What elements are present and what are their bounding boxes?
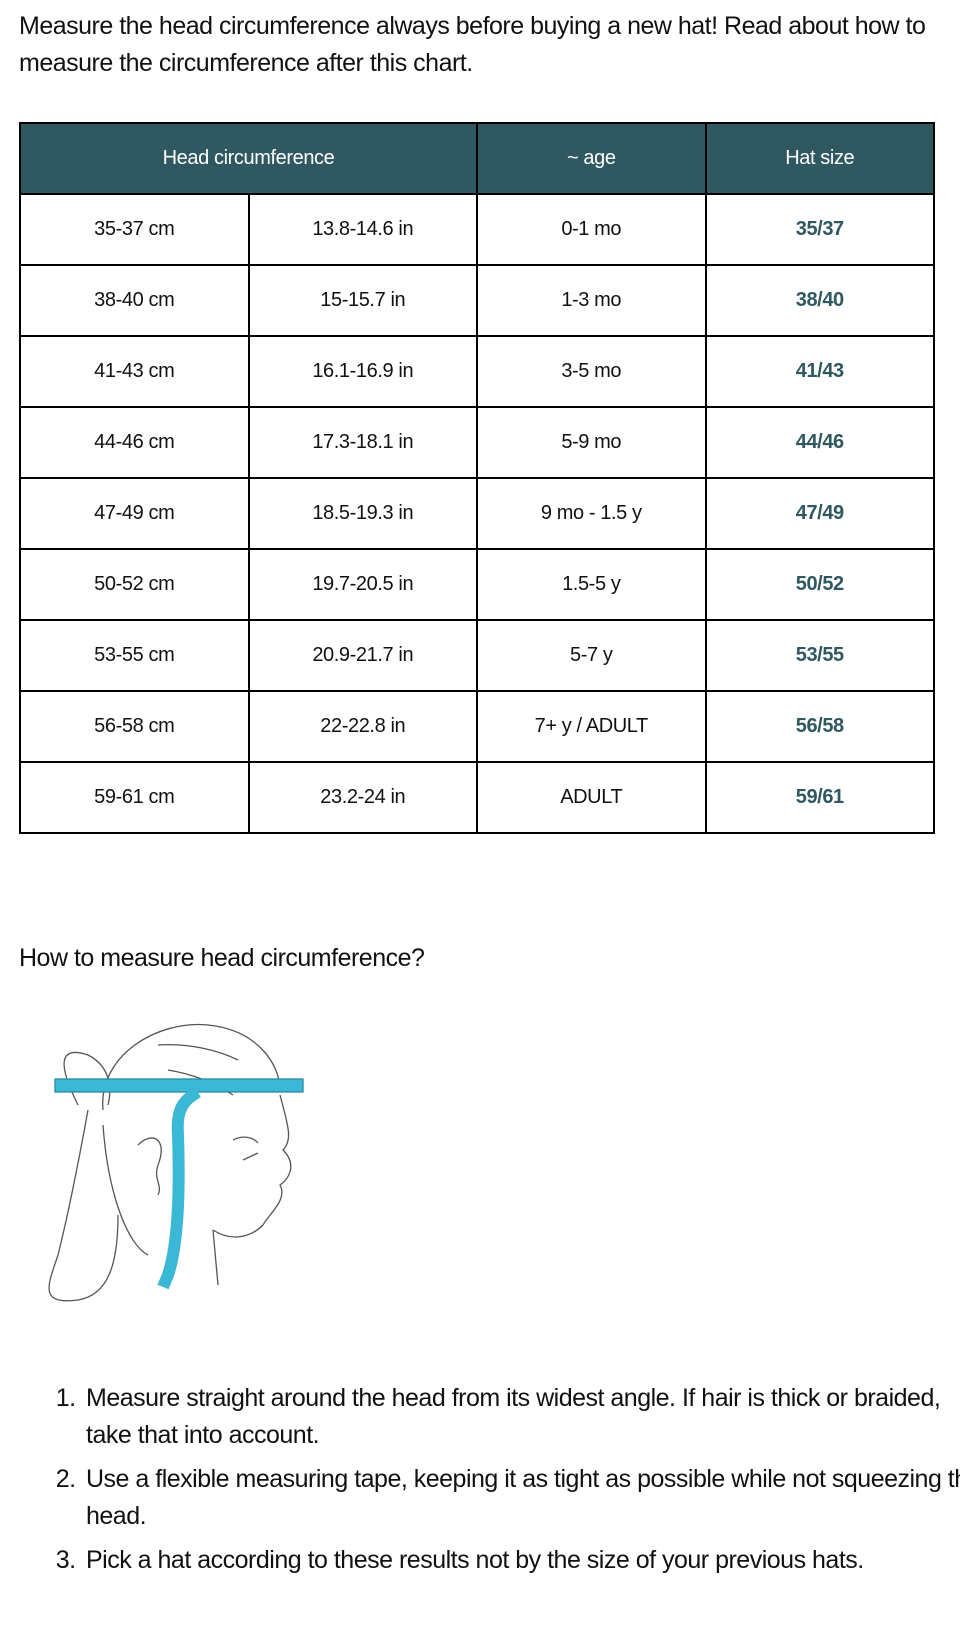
cell-in: 17.3-18.1 in (247, 406, 478, 479)
cell-hat-size: 44/46 (704, 406, 935, 479)
table-row: 47-49 cm 18.5-19.3 in 9 mo - 1.5 y 47/49 (19, 477, 935, 550)
table-row: 53-55 cm 20.9-21.7 in 5-7 y 53/55 (19, 619, 935, 692)
step-item: Use a flexible measuring tape, keeping i… (82, 1461, 960, 1535)
cell-age: 0-1 mo (476, 193, 707, 266)
cell-hat-size: 41/43 (704, 335, 935, 408)
cell-cm: 44-46 cm (19, 406, 250, 479)
cell-cm: 59-61 cm (19, 761, 250, 834)
cell-in: 18.5-19.3 in (247, 477, 478, 550)
size-chart-table: Head circumference ~ age Hat size 35-37 … (19, 122, 935, 834)
cell-hat-size: 53/55 (704, 619, 935, 692)
cell-in: 23.2-24 in (247, 761, 478, 834)
cell-in: 22-22.8 in (247, 690, 478, 763)
steps-list: Measure straight around the head from it… (40, 1380, 960, 1586)
cell-cm: 41-43 cm (19, 335, 250, 408)
table-row: 44-46 cm 17.3-18.1 in 5-9 mo 44/46 (19, 406, 935, 479)
step-item: Pick a hat according to these results no… (82, 1542, 960, 1579)
table-row: 41-43 cm 16.1-16.9 in 3-5 mo 41/43 (19, 335, 935, 408)
cell-age: 1.5-5 y (476, 548, 707, 621)
cell-in: 16.1-16.9 in (247, 335, 478, 408)
cell-age: 1-3 mo (476, 264, 707, 337)
cell-cm: 35-37 cm (19, 193, 250, 266)
cell-cm: 53-55 cm (19, 619, 250, 692)
cell-cm: 47-49 cm (19, 477, 250, 550)
table-row: 38-40 cm 15-15.7 in 1-3 mo 38/40 (19, 264, 935, 337)
cell-in: 13.8-14.6 in (247, 193, 478, 266)
table-row: 56-58 cm 22-22.8 in 7+ y / ADULT 56/58 (19, 690, 935, 763)
head-measuring-tape-illustration (48, 1023, 304, 1302)
cell-hat-size: 38/40 (704, 264, 935, 337)
header-age: ~ age (476, 122, 707, 195)
cell-cm: 50-52 cm (19, 548, 250, 621)
table-row: 59-61 cm 23.2-24 in ADULT 59/61 (19, 761, 935, 834)
cell-hat-size: 50/52 (704, 548, 935, 621)
cell-in: 19.7-20.5 in (247, 548, 478, 621)
cell-hat-size: 35/37 (704, 193, 935, 266)
table-header-row: Head circumference ~ age Hat size (19, 122, 935, 195)
cell-hat-size: 56/58 (704, 690, 935, 763)
cell-in: 20.9-21.7 in (247, 619, 478, 692)
cell-hat-size: 47/49 (704, 477, 935, 550)
step-item: Measure straight around the head from it… (82, 1380, 960, 1454)
cell-age: 5-7 y (476, 619, 707, 692)
header-head-circumference: Head circumference (19, 122, 478, 195)
cell-age: 9 mo - 1.5 y (476, 477, 707, 550)
table-row: 35-37 cm 13.8-14.6 in 0-1 mo 35/37 (19, 193, 935, 266)
cell-in: 15-15.7 in (247, 264, 478, 337)
howto-title: How to measure head circumference? (19, 944, 425, 972)
table-row: 50-52 cm 19.7-20.5 in 1.5-5 y 50/52 (19, 548, 935, 621)
cell-age: ADULT (476, 761, 707, 834)
intro-text: Measure the head circumference always be… (19, 12, 926, 77)
cell-age: 5-9 mo (476, 406, 707, 479)
cell-hat-size: 59/61 (704, 761, 935, 834)
header-hat-size: Hat size (704, 122, 935, 195)
cell-age: 3-5 mo (476, 335, 707, 408)
cell-cm: 56-58 cm (19, 690, 250, 763)
cell-cm: 38-40 cm (19, 264, 250, 337)
measuring-tape (54, 1078, 304, 1290)
cell-age: 7+ y / ADULT (476, 690, 707, 763)
